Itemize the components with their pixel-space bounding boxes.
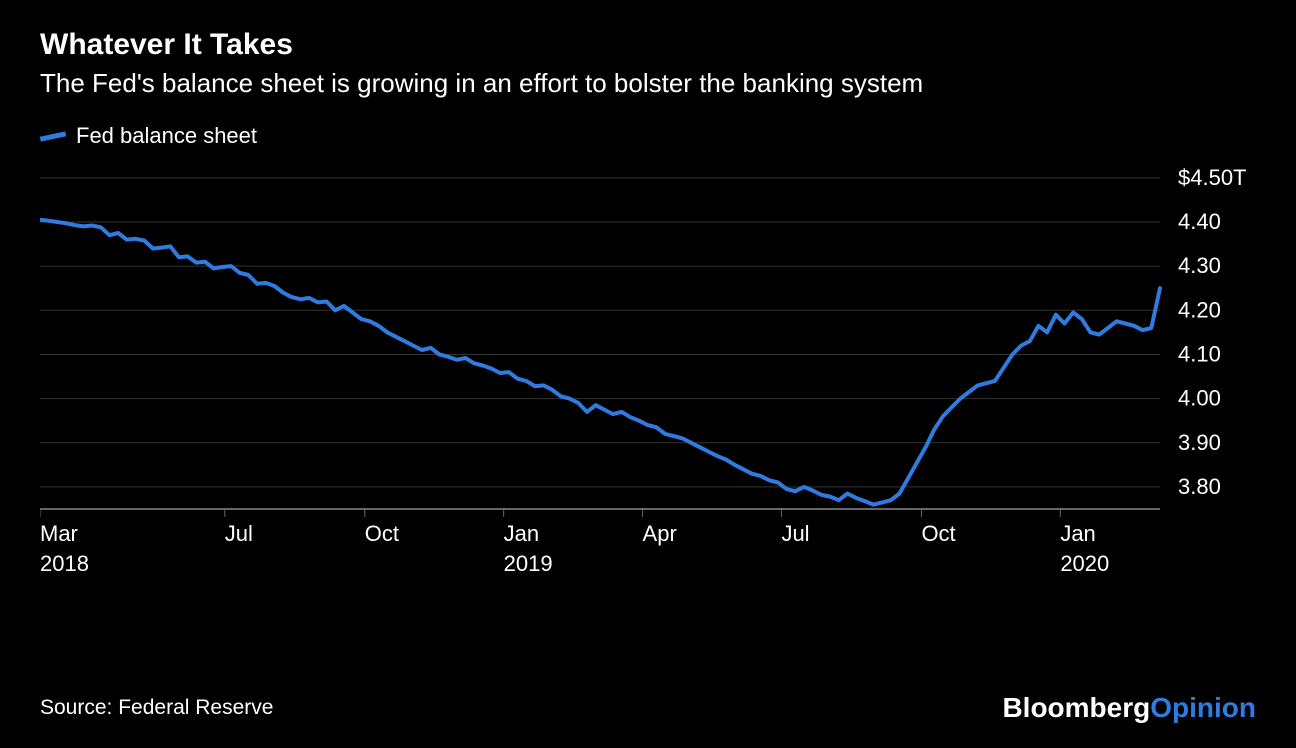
svg-text:Jan: Jan <box>1060 521 1095 546</box>
svg-text:3.90: 3.90 <box>1178 430 1221 455</box>
svg-text:Jul: Jul <box>781 521 809 546</box>
svg-text:2018: 2018 <box>40 551 89 576</box>
svg-text:Jul: Jul <box>225 521 253 546</box>
legend-swatch <box>40 131 66 141</box>
chart-container: Whatever It Takes The Fed's balance shee… <box>0 0 1296 748</box>
svg-text:Oct: Oct <box>921 521 955 546</box>
brand-part2: Opinion <box>1150 692 1256 723</box>
legend: Fed balance sheet <box>40 123 1256 149</box>
chart-subtitle: The Fed's balance sheet is growing in an… <box>40 68 1256 99</box>
svg-text:2020: 2020 <box>1060 551 1109 576</box>
chart-title: Whatever It Takes <box>40 28 1256 62</box>
svg-text:Oct: Oct <box>365 521 399 546</box>
svg-text:4.40: 4.40 <box>1178 209 1221 234</box>
source-attribution: Source: Federal Reserve <box>40 696 273 720</box>
svg-text:Apr: Apr <box>643 521 677 546</box>
svg-text:4.10: 4.10 <box>1178 341 1221 366</box>
chart-svg: $4.50T 4.40 4.30 4.20 4.10 4.00 3.90 3.80 Mar 201… <box>40 159 1256 579</box>
svg-text:Mar: Mar <box>40 521 78 546</box>
brand-part1: Bloomberg <box>1002 692 1150 723</box>
brand-logo: BloombergOpinion <box>1002 692 1256 724</box>
svg-text:$4.50T: $4.50T <box>1178 165 1247 190</box>
svg-text:4.20: 4.20 <box>1178 297 1221 322</box>
chart-plot-area: $4.50T 4.40 4.30 4.20 4.10 4.00 3.90 3.80 Mar 201… <box>40 159 1256 579</box>
legend-label: Fed balance sheet <box>76 123 257 149</box>
svg-text:Jan: Jan <box>504 521 539 546</box>
svg-text:3.80: 3.80 <box>1178 474 1221 499</box>
svg-text:2019: 2019 <box>504 551 553 576</box>
svg-text:4.00: 4.00 <box>1178 386 1221 411</box>
svg-text:4.30: 4.30 <box>1178 253 1221 278</box>
